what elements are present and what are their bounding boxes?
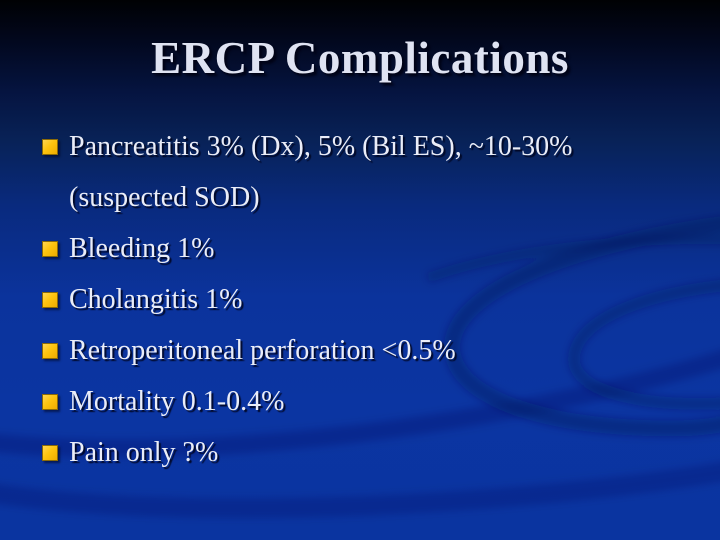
bullet-list: Pancreatitis 3% (Dx), 5% (Bil ES), ~10-3…	[42, 121, 642, 478]
bullet-text: Pancreatitis 3% (Dx), 5% (Bil ES), ~10-3…	[69, 131, 573, 213]
bullet-text: Mortality 0.1-0.4%	[69, 386, 285, 417]
bullet-square-icon	[42, 139, 58, 155]
bullet-item: Retroperitoneal perforation <0.5%	[42, 325, 604, 376]
bullet-text: Cholangitis 1%	[69, 284, 243, 315]
slide-title: ERCP Complications	[151, 33, 569, 83]
bullet-square-icon	[42, 241, 58, 257]
bullet-text: Pain only ?%	[69, 437, 219, 468]
bullet-text: Bleeding 1%	[69, 233, 215, 264]
bullet-square-icon	[42, 445, 58, 461]
bullet-item: Cholangitis 1%	[42, 274, 604, 325]
bullet-square-icon	[42, 292, 58, 308]
bullet-item: Mortality 0.1-0.4%	[42, 376, 604, 427]
bullet-item: Pancreatitis 3% (Dx), 5% (Bil ES), ~10-3…	[42, 121, 604, 223]
bullet-square-icon	[42, 343, 58, 359]
bullet-text: Retroperitoneal perforation <0.5%	[69, 335, 456, 366]
bullet-item: Bleeding 1%	[42, 223, 604, 274]
bullet-square-icon	[42, 394, 58, 410]
bullet-item: Pain only ?%	[42, 427, 604, 478]
